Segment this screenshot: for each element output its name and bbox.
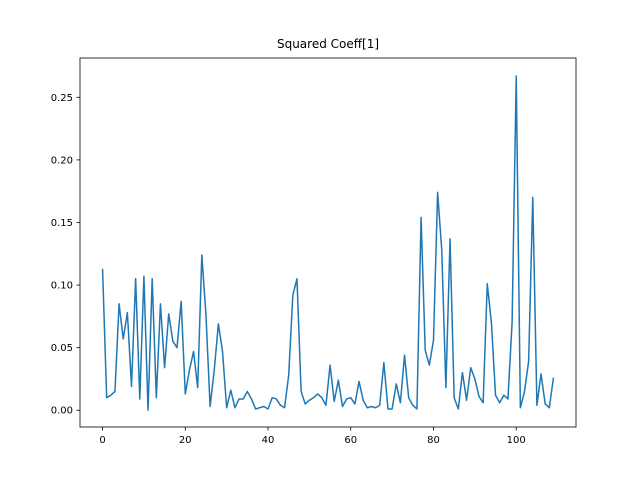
axes: 0 20 40 60 80 100 0.00 0.05 0.10 0.15 0.20 0.25 <box>51 57 577 446</box>
plot-frame <box>79 57 577 428</box>
x-tick-label: 0 <box>99 435 105 446</box>
chart-title: Squared Coeff[1] <box>277 37 379 51</box>
x-tick-label: 100 <box>507 435 526 446</box>
y-tick-label: 0.25 <box>51 93 73 104</box>
y-tick-label: 0.20 <box>51 155 73 166</box>
x-tick-label: 80 <box>427 435 440 446</box>
x-tick-label: 40 <box>262 435 275 446</box>
y-tick-label: 0.00 <box>51 406 73 417</box>
x-tick-label: 60 <box>344 435 357 446</box>
y-tick-label: 0.05 <box>51 343 73 354</box>
series-line-0 <box>101 75 555 411</box>
y-tick-label: 0.15 <box>51 218 73 229</box>
x-tick-label: 20 <box>179 435 192 446</box>
y-tick-label: 0.10 <box>51 281 73 292</box>
plot-marks <box>101 75 555 411</box>
